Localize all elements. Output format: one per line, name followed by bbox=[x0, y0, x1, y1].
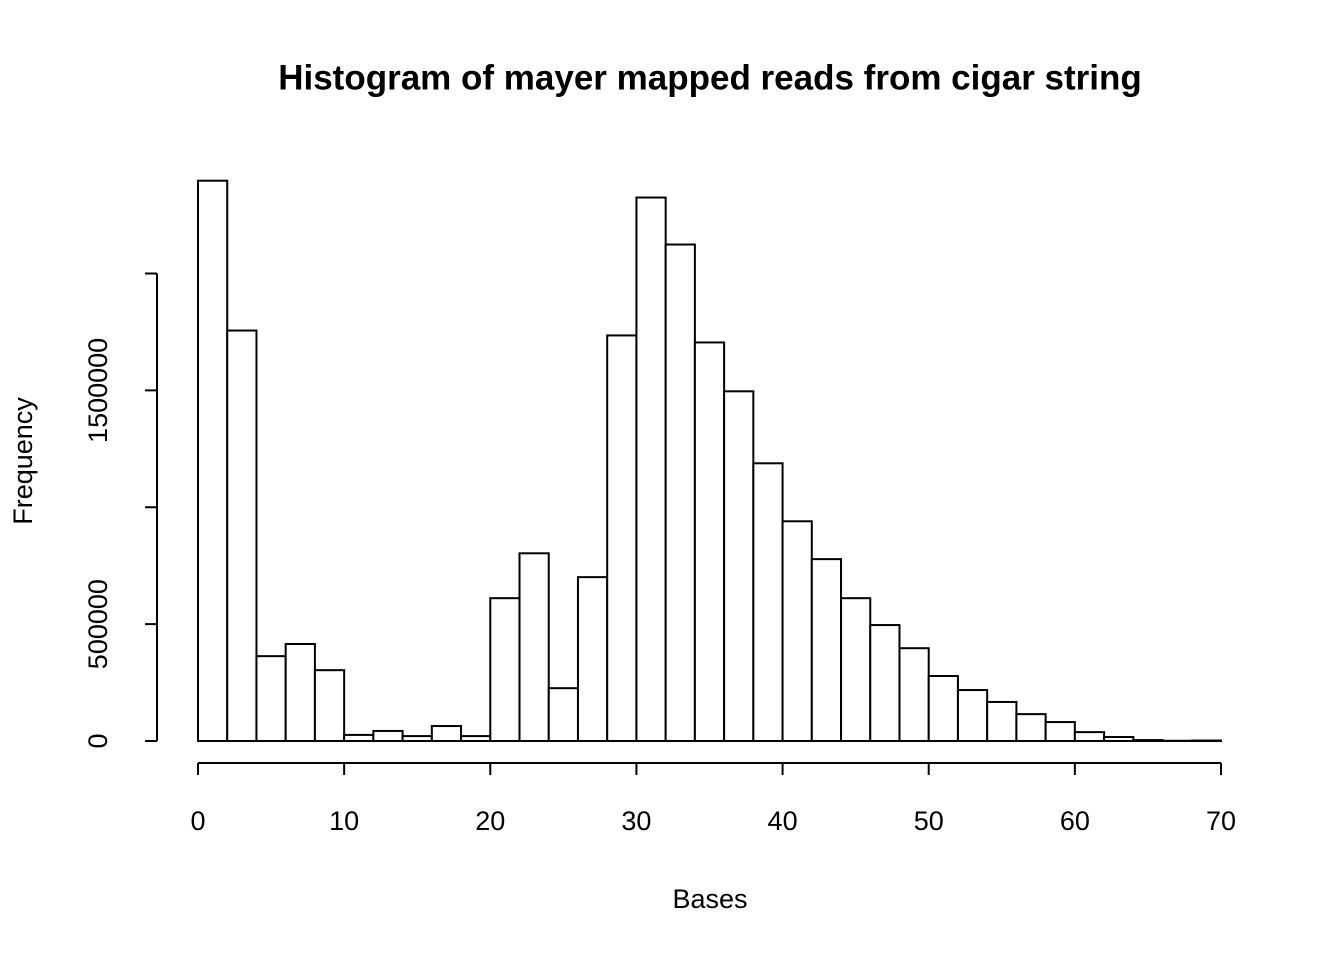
x-tick-label: 20 bbox=[475, 806, 505, 836]
bar bbox=[781, 520, 813, 743]
bar bbox=[313, 669, 346, 743]
y-tick-label: 1500000 bbox=[83, 338, 113, 443]
bar bbox=[401, 735, 433, 742]
bar bbox=[1044, 721, 1076, 742]
bar bbox=[869, 624, 901, 742]
bar bbox=[1015, 713, 1047, 743]
bar bbox=[927, 675, 959, 743]
bar bbox=[898, 647, 930, 742]
bar bbox=[372, 729, 404, 742]
x-tick-label: 70 bbox=[1206, 806, 1236, 836]
bar bbox=[635, 196, 667, 742]
bar bbox=[1132, 739, 1164, 743]
bar bbox=[576, 576, 609, 742]
bar bbox=[430, 725, 463, 742]
bar bbox=[343, 733, 375, 742]
bar bbox=[840, 597, 872, 743]
y-axis-label: Frequency bbox=[8, 397, 38, 525]
bar bbox=[197, 179, 229, 743]
chart-title: Histogram of mayer mapped reads from cig… bbox=[278, 58, 1142, 97]
bar bbox=[606, 334, 638, 742]
x-tick-label: 30 bbox=[621, 806, 651, 836]
bar bbox=[518, 552, 550, 743]
bar bbox=[489, 597, 521, 743]
bar bbox=[986, 700, 1018, 742]
bar bbox=[255, 655, 287, 742]
bar bbox=[1103, 736, 1135, 742]
y-tick-label: 500000 bbox=[83, 579, 113, 669]
bar bbox=[664, 243, 696, 742]
bar bbox=[1073, 731, 1106, 742]
bar bbox=[284, 642, 316, 743]
x-tick-label: 40 bbox=[768, 806, 798, 836]
x-tick-label: 0 bbox=[190, 806, 205, 836]
x-axis-label: Bases bbox=[672, 884, 747, 914]
bar bbox=[693, 341, 726, 742]
bar bbox=[752, 462, 784, 742]
bar bbox=[547, 687, 579, 742]
y-tick-label: 0 bbox=[83, 733, 113, 748]
bar bbox=[956, 689, 989, 742]
x-tick-label: 10 bbox=[329, 806, 359, 836]
x-tick-label: 60 bbox=[1060, 806, 1090, 836]
bar bbox=[810, 558, 843, 743]
bar bbox=[460, 735, 492, 742]
bar bbox=[226, 329, 258, 742]
bar bbox=[723, 390, 755, 742]
x-tick-label: 50 bbox=[914, 806, 944, 836]
